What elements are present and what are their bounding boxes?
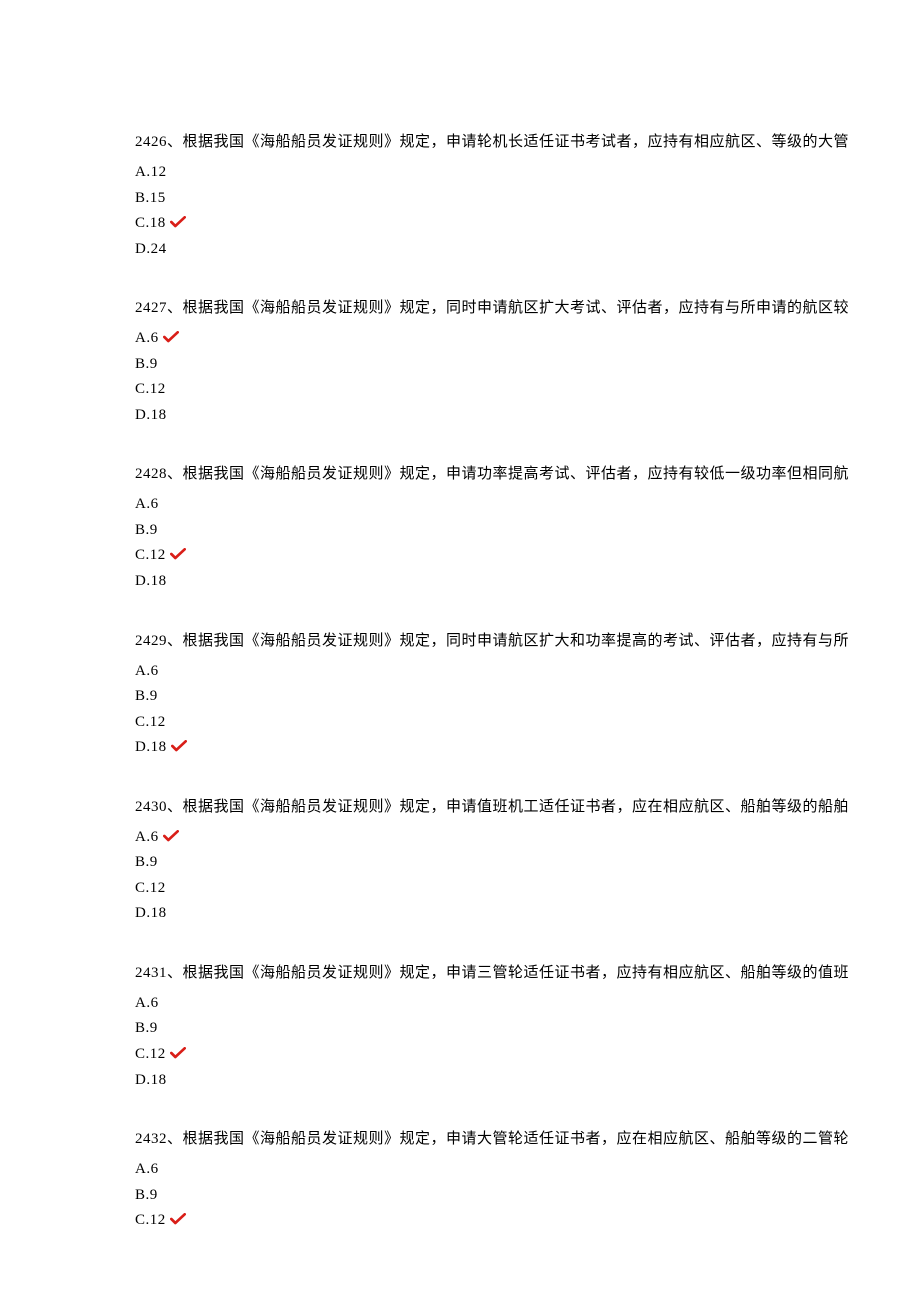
answer-option: D.18 <box>135 403 920 429</box>
answer-option: D.18 <box>135 735 920 761</box>
question-block: 2431、根据我国《海船船员发证规则》规定，申请三管轮适任证书者，应持有相应航区… <box>135 961 920 1093</box>
answer-option: C.12 <box>135 1042 920 1068</box>
question-block: 2428、根据我国《海船船员发证规则》规定，申请功率提高考试、评估者，应持有较低… <box>135 462 920 594</box>
option-label: A.6 <box>135 1161 159 1177</box>
option-label: D.18 <box>135 573 167 589</box>
option-label: B.9 <box>135 522 158 538</box>
option-label: B.9 <box>135 356 158 372</box>
question-stem: 2426、根据我国《海船船员发证规则》规定，申请轮机长适任证书考试者，应持有相应… <box>135 130 920 154</box>
option-label: C.12 <box>135 1212 166 1228</box>
option-label: A.6 <box>135 995 159 1011</box>
answer-option: B.9 <box>135 518 920 544</box>
correct-check-icon <box>171 735 187 761</box>
answer-option: C.12 <box>135 710 920 736</box>
question-block: 2430、根据我国《海船船员发证规则》规定，申请值班机工适任证书者，应在相应航区… <box>135 795 920 927</box>
answer-option: B.9 <box>135 684 920 710</box>
option-label: A.6 <box>135 663 159 679</box>
exam-page: 2426、根据我国《海船船员发证规则》规定，申请轮机长适任证书考试者，应持有相应… <box>0 0 920 1308</box>
option-label: A.6 <box>135 496 159 512</box>
answer-option: B.9 <box>135 352 920 378</box>
answer-option: B.9 <box>135 1183 920 1209</box>
question-stem: 2432、根据我国《海船船员发证规则》规定，申请大管轮适任证书者，应在相应航区、… <box>135 1127 920 1151</box>
answer-option: D.18 <box>135 901 920 927</box>
option-label: A.6 <box>135 330 159 346</box>
question-stem: 2431、根据我国《海船船员发证规则》规定，申请三管轮适任证书者，应持有相应航区… <box>135 961 920 985</box>
answer-option: D.18 <box>135 1068 920 1094</box>
option-label: C.12 <box>135 714 166 730</box>
option-label: B.9 <box>135 688 158 704</box>
option-label: B.9 <box>135 1187 158 1203</box>
answer-option: D.18 <box>135 569 920 595</box>
correct-check-icon <box>163 326 179 352</box>
question-stem: 2427、根据我国《海船船员发证规则》规定，同时申请航区扩大考试、评估者，应持有… <box>135 296 920 320</box>
answer-option: C.12 <box>135 377 920 403</box>
question-block: 2427、根据我国《海船船员发证规则》规定，同时申请航区扩大考试、评估者，应持有… <box>135 296 920 428</box>
answer-option: A.6 <box>135 825 920 851</box>
option-label: B.9 <box>135 1020 158 1036</box>
answer-option: A.12 <box>135 160 920 186</box>
option-label: D.18 <box>135 905 167 921</box>
option-label: D.18 <box>135 407 167 423</box>
answer-option: C.12 <box>135 1208 920 1234</box>
answer-option: C.18 <box>135 211 920 237</box>
answer-option: B.15 <box>135 186 920 212</box>
option-label: A.6 <box>135 829 159 845</box>
option-label: D.18 <box>135 1072 167 1088</box>
answer-option: A.6 <box>135 659 920 685</box>
answer-option: D.24 <box>135 237 920 263</box>
option-label: B.15 <box>135 190 166 206</box>
question-stem: 2428、根据我国《海船船员发证规则》规定，申请功率提高考试、评估者，应持有较低… <box>135 462 920 486</box>
answer-option: C.12 <box>135 876 920 902</box>
question-stem: 2430、根据我国《海船船员发证规则》规定，申请值班机工适任证书者，应在相应航区… <box>135 795 920 819</box>
correct-check-icon <box>170 1042 186 1068</box>
option-label: C.12 <box>135 1046 166 1062</box>
answer-option: B.9 <box>135 1016 920 1042</box>
option-label: C.12 <box>135 381 166 397</box>
answer-option: B.9 <box>135 850 920 876</box>
option-label: B.9 <box>135 854 158 870</box>
option-label: D.18 <box>135 739 167 755</box>
answer-option: C.12 <box>135 543 920 569</box>
option-label: C.12 <box>135 880 166 896</box>
option-label: C.18 <box>135 215 166 231</box>
option-label: A.12 <box>135 164 167 180</box>
answer-option: A.6 <box>135 492 920 518</box>
answer-option: A.6 <box>135 991 920 1017</box>
question-stem: 2429、根据我国《海船船员发证规则》规定，同时申请航区扩大和功率提高的考试、评… <box>135 629 920 653</box>
question-block: 2432、根据我国《海船船员发证规则》规定，申请大管轮适任证书者，应在相应航区、… <box>135 1127 920 1234</box>
correct-check-icon <box>163 825 179 851</box>
correct-check-icon <box>170 1208 186 1234</box>
correct-check-icon <box>170 211 186 237</box>
correct-check-icon <box>170 543 186 569</box>
question-block: 2426、根据我国《海船船员发证规则》规定，申请轮机长适任证书考试者，应持有相应… <box>135 130 920 262</box>
answer-option: A.6 <box>135 326 920 352</box>
option-label: D.24 <box>135 241 167 257</box>
option-label: C.12 <box>135 548 166 564</box>
answer-option: A.6 <box>135 1157 920 1183</box>
question-block: 2429、根据我国《海船船员发证规则》规定，同时申请航区扩大和功率提高的考试、评… <box>135 629 920 761</box>
